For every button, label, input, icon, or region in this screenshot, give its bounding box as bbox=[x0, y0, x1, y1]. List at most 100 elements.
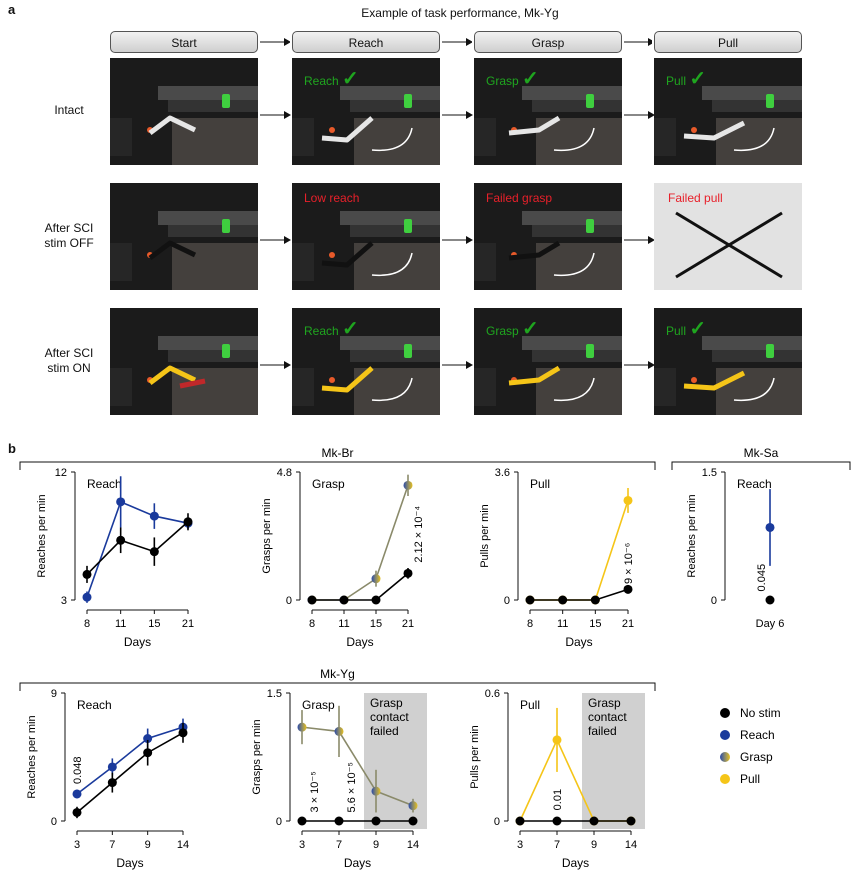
stage-grasp: Grasp bbox=[474, 31, 622, 53]
stage-start: Start bbox=[110, 31, 258, 53]
group-mk-yg-label: Mk-Yg bbox=[320, 667, 355, 681]
data-point bbox=[143, 734, 153, 744]
data-point bbox=[371, 595, 381, 605]
legend-marker bbox=[720, 708, 730, 718]
row-label: After SCI stim OFF bbox=[44, 221, 94, 250]
p-value-label: 0.01 bbox=[552, 789, 564, 810]
panel-label: Grasp bbox=[312, 477, 345, 491]
y-axis-label: Grasps per min bbox=[251, 719, 263, 794]
panel-a-letter: a bbox=[8, 2, 16, 17]
panel-b-charts: Mk-Br Mk-Sa Mk-Yg 12 3 Reaches per min Reach 8 1… bbox=[19, 446, 851, 870]
x-tick-label: 8 bbox=[84, 618, 90, 630]
data-point bbox=[765, 595, 775, 605]
panel-label: Pull bbox=[520, 698, 540, 712]
panel-a-title: Example of task performance, Mk-Yg bbox=[361, 6, 559, 20]
checkmark-icon: ✓ bbox=[522, 68, 539, 90]
data-point bbox=[623, 584, 633, 594]
group-mk-sa-label: Mk-Sa bbox=[744, 446, 779, 460]
legend-label: Grasp bbox=[740, 750, 773, 764]
y-axis-label: Pulls per min bbox=[479, 504, 491, 568]
x-tick-label: 9 bbox=[591, 839, 597, 851]
x-tick-label: 15 bbox=[148, 618, 160, 630]
data-point bbox=[623, 495, 633, 505]
x-tick-label: 3 bbox=[299, 839, 305, 851]
data-point bbox=[116, 497, 126, 507]
checkmark-icon: ✓ bbox=[522, 318, 539, 340]
cross-icon bbox=[675, 211, 783, 279]
failed-region-label: failed bbox=[370, 724, 399, 738]
legend-marker bbox=[720, 774, 730, 784]
series-line bbox=[86, 521, 189, 575]
y-tick-label: 0 bbox=[711, 595, 717, 607]
y-tick-label: 1.5 bbox=[267, 688, 282, 700]
data-point bbox=[525, 595, 535, 605]
checkmark-icon: ✓ bbox=[689, 68, 707, 90]
group-mk-yg-bracket bbox=[19, 682, 656, 691]
x-tick-label: 9 bbox=[373, 839, 379, 851]
failed-region bbox=[582, 693, 645, 829]
data-point bbox=[626, 816, 636, 826]
data-point bbox=[107, 778, 117, 788]
x-tick-label: 11 bbox=[115, 618, 126, 630]
data-point bbox=[558, 595, 568, 605]
y-tick-label: 3.6 bbox=[495, 467, 510, 479]
y-tick-label: 0 bbox=[286, 595, 292, 607]
failed-region-label: Grasp bbox=[370, 696, 403, 710]
x-tick-label: 8 bbox=[527, 618, 533, 630]
legend-label: Pull bbox=[740, 772, 760, 786]
failed-region-label: contact bbox=[588, 710, 627, 724]
x-tick-label: 7 bbox=[109, 839, 115, 851]
failed-region-label: contact bbox=[370, 710, 409, 724]
flow-arrow bbox=[624, 107, 656, 125]
panel-label: Reach bbox=[77, 698, 112, 712]
y-tick-label: 4.8 bbox=[277, 467, 292, 479]
p-value-label: 9 × 10⁻⁶ bbox=[623, 543, 635, 584]
data-point bbox=[590, 595, 600, 605]
data-point bbox=[107, 762, 117, 772]
data-point bbox=[552, 735, 562, 745]
panel-label: Reach bbox=[87, 477, 122, 491]
row-label: After SCI stim ON bbox=[44, 346, 94, 375]
panel-label: Pull bbox=[530, 477, 550, 491]
data-point bbox=[72, 789, 82, 799]
data-point bbox=[307, 595, 317, 605]
x-tick-label: 9 bbox=[145, 839, 151, 851]
stage-arrow bbox=[624, 31, 655, 58]
x-tick-label: 7 bbox=[336, 839, 342, 851]
y-axis-label: Reaches per min bbox=[36, 494, 48, 577]
x-tick-label: 14 bbox=[177, 839, 189, 851]
data-point bbox=[589, 816, 599, 826]
x-axis-label: Days bbox=[565, 635, 592, 649]
stage-arrow bbox=[442, 31, 473, 58]
series-line bbox=[301, 726, 414, 807]
data-point bbox=[116, 535, 126, 545]
data-point bbox=[408, 801, 418, 811]
y-tick-label: 1.5 bbox=[702, 467, 717, 479]
task-photo: Reach ✓ bbox=[292, 308, 440, 415]
x-tick-label: 3 bbox=[517, 839, 523, 851]
data-point bbox=[297, 816, 307, 826]
y-axis-label: Grasps per min bbox=[261, 498, 273, 573]
x-axis-label: Days bbox=[344, 856, 371, 870]
data-point bbox=[371, 574, 381, 584]
y-tick-label: 0 bbox=[494, 816, 500, 828]
data-point bbox=[149, 547, 159, 557]
data-point bbox=[334, 726, 344, 736]
flow-arrow bbox=[260, 357, 292, 375]
x-axis-label: Days bbox=[346, 635, 373, 649]
x-tick-label: 11 bbox=[557, 618, 568, 630]
x-axis-label: Days bbox=[124, 635, 151, 649]
group-mk-sa-bracket bbox=[671, 461, 851, 470]
x-tick-label: 21 bbox=[622, 618, 634, 630]
x-tick-label: 7 bbox=[554, 839, 560, 851]
series-line bbox=[312, 485, 409, 601]
legend-label: Reach bbox=[740, 728, 775, 742]
series-line bbox=[530, 500, 629, 601]
data-point bbox=[371, 816, 381, 826]
task-photo: Pull ✓ bbox=[654, 58, 802, 165]
flow-arrow bbox=[442, 357, 474, 375]
y-tick-label: 12 bbox=[55, 467, 67, 479]
flow-arrow bbox=[624, 232, 656, 250]
data-point bbox=[403, 480, 413, 490]
data-point bbox=[403, 568, 413, 578]
